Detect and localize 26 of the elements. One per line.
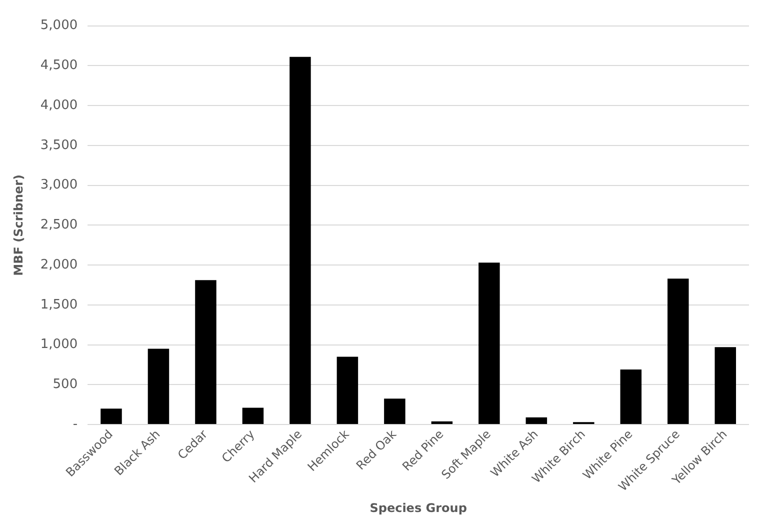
- y-tick-label: 500: [52, 377, 78, 392]
- y-tick-label: -: [72, 416, 78, 432]
- y-tick-label: 3,000: [40, 178, 78, 193]
- y-tick-label: 2,000: [40, 257, 78, 272]
- bar: [290, 56, 311, 424]
- y-tick-label: 3,500: [40, 138, 78, 153]
- y-tick-label: 5,000: [40, 18, 78, 34]
- bar: [478, 262, 500, 424]
- y-tick-label: 4,000: [40, 98, 78, 113]
- x-axis-title: Species Group: [370, 500, 468, 515]
- bar: [714, 347, 736, 424]
- bar: [100, 408, 122, 424]
- bar: [526, 417, 548, 424]
- bar: [620, 370, 642, 424]
- y-tick-label: 1,500: [40, 297, 78, 312]
- bar: [384, 398, 406, 424]
- y-axis-title: MBF (Scribner): [11, 174, 26, 276]
- bar: [242, 408, 264, 424]
- y-tick-label: 2,500: [40, 218, 78, 233]
- bar: [668, 278, 689, 424]
- bar: [195, 280, 216, 424]
- bar: [336, 356, 358, 424]
- bar: [431, 421, 453, 424]
- y-tick-label: 1,000: [40, 337, 78, 352]
- y-tick-label: 4,500: [40, 58, 78, 74]
- bar: [148, 348, 170, 424]
